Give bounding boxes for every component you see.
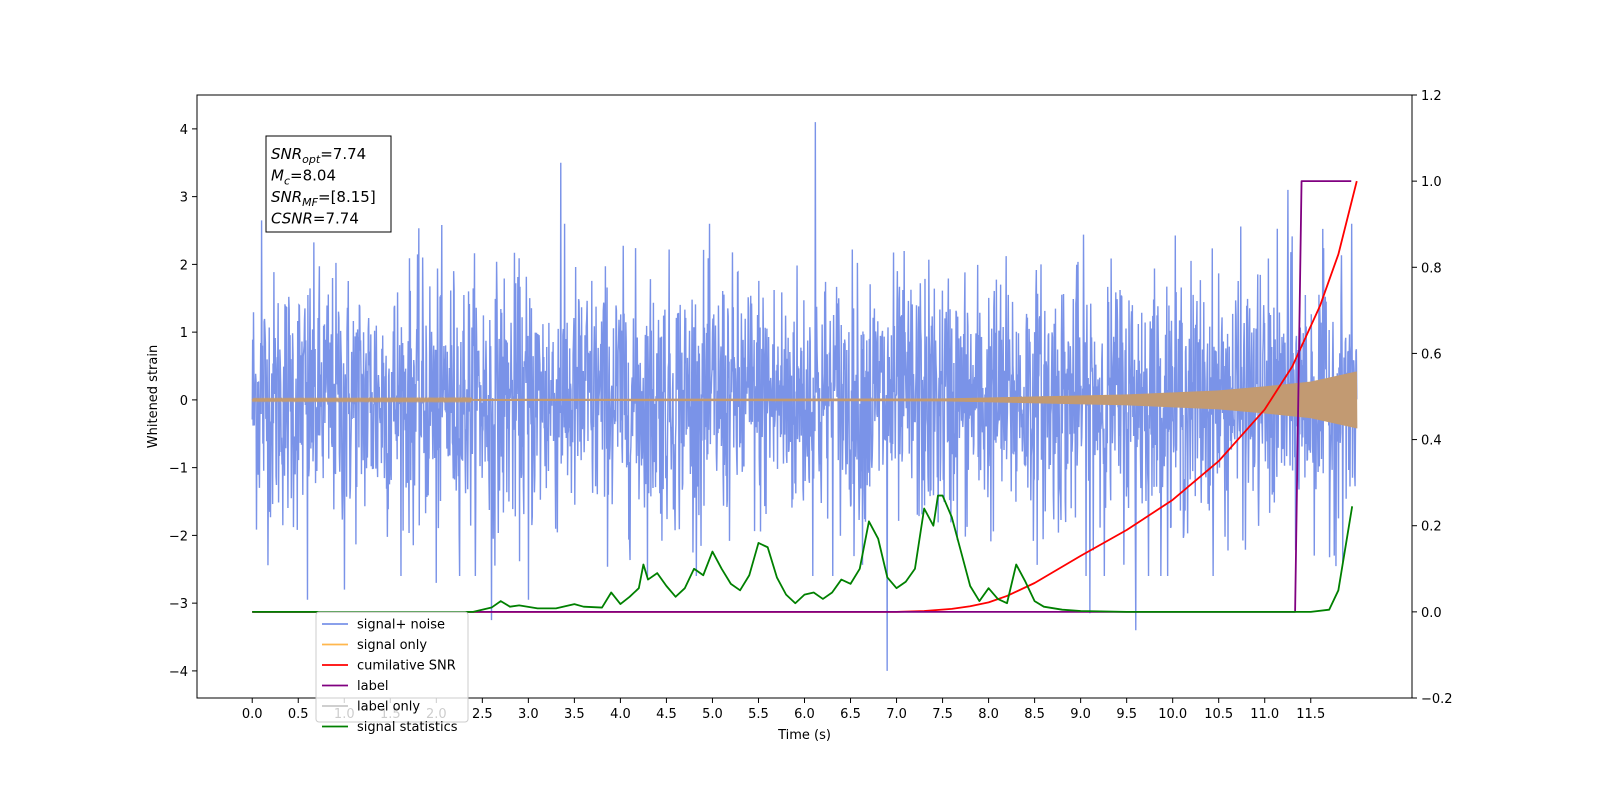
x-tick-label: 4.0: [610, 707, 631, 722]
y-axis-left: −4 −3 −2 −1 0 1 2 3 4: [169, 123, 197, 680]
series-signal-noise: [251, 122, 1358, 671]
legend-item-signal-statistics: signal statistics: [322, 720, 458, 735]
x-tick-label: 8.0: [978, 707, 999, 722]
x-tick-label: 7.5: [932, 707, 953, 722]
legend-frame: [315, 611, 469, 723]
legend: signal+ noise signal only cumilative SNR la…: [315, 611, 469, 735]
y-axis-label: Whitened strain: [146, 345, 161, 448]
series-label: [252, 180, 1352, 613]
x-tick-label: 5.0: [702, 707, 723, 722]
legend-item-cumilative-snr: cumilative SNR: [322, 659, 456, 674]
x-tick-label: 11.5: [1296, 707, 1325, 722]
legend-item-label-only: label only: [322, 700, 420, 715]
info-line: SNRMF=[8.15]: [271, 188, 376, 209]
plot-area: [251, 122, 1358, 671]
legend-label: signal+ noise: [357, 618, 445, 633]
y2-tick-label: 0.6: [1421, 347, 1442, 362]
x-tick-label: 10.5: [1204, 707, 1233, 722]
legend-label: label only: [357, 700, 420, 715]
x-tick-label: 11.0: [1250, 707, 1279, 722]
y-axis-right: −0.2 0.0 0.2 0.4 0.6 0.8 1.0 1.2: [1412, 89, 1453, 707]
x-tick-label: 10.0: [1158, 707, 1187, 722]
x-tick-label: 2.5: [472, 707, 493, 722]
y-tick-label: −1: [169, 462, 188, 477]
y2-tick-label: 0.8: [1421, 261, 1442, 276]
series-signal-statistics: [252, 494, 1354, 613]
y2-tick-label: 0.4: [1421, 434, 1442, 449]
legend-item-signal-noise: signal+ noise: [322, 618, 445, 633]
x-axis-label: Time (s): [777, 728, 831, 743]
x-tick-label: 9.0: [1070, 707, 1091, 722]
x-tick-label: 8.5: [1024, 707, 1045, 722]
x-tick-label: 0.0: [242, 707, 263, 722]
legend-item-signal-only: signal only: [322, 638, 427, 653]
y-tick-label: 3: [180, 191, 188, 206]
x-tick-label: 9.5: [1116, 707, 1137, 722]
x-tick-label: 4.5: [656, 707, 677, 722]
x-tick-label: 3.0: [518, 707, 539, 722]
legend-item-label: label: [322, 679, 388, 694]
x-tick-label: 5.5: [748, 707, 769, 722]
x-tick-label: 7.0: [886, 707, 907, 722]
series-cumilative-snr: [252, 180, 1358, 613]
y2-tick-label: 0.2: [1421, 520, 1442, 535]
legend-label: cumilative SNR: [357, 659, 456, 674]
x-tick-label: 6.0: [794, 707, 815, 722]
y2-tick-label: −0.2: [1421, 692, 1453, 707]
info-box-frame: [265, 135, 392, 233]
info-line: SNRopt=7.74: [271, 145, 366, 166]
y-tick-label: −4: [169, 665, 188, 680]
y-tick-label: 0: [180, 394, 188, 409]
y2-tick-label: 1.0: [1421, 175, 1442, 190]
series-group: [251, 122, 1358, 671]
y-tick-label: 1: [180, 326, 188, 341]
y-tick-label: 4: [180, 123, 188, 138]
series-signal-only: [251, 371, 1358, 429]
x-tick-label: 6.5: [840, 707, 861, 722]
legend-label: signal only: [357, 638, 427, 653]
legend-label: label: [357, 679, 388, 694]
x-tick-label: 3.5: [564, 707, 585, 722]
y2-tick-label: 0.0: [1421, 606, 1442, 621]
x-tick-label: 0.5: [288, 707, 309, 722]
legend-label: signal statistics: [357, 720, 458, 735]
info-line: Mc=8.04: [271, 167, 336, 188]
y-tick-label: −3: [169, 597, 188, 612]
y2-tick-label: 1.2: [1421, 89, 1442, 104]
x-axis: 0.00.51.01.52.02.53.03.54.04.55.05.56.06…: [242, 698, 1325, 722]
info-line: CSNR=7.74: [271, 210, 359, 228]
y-tick-label: −2: [169, 529, 188, 544]
y-tick-label: 2: [180, 258, 188, 273]
